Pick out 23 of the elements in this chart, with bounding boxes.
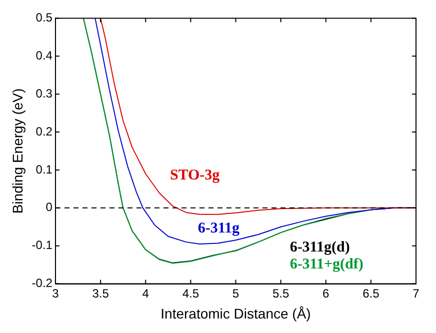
x-tick-label: 4	[142, 286, 150, 300]
x-axis-title: Interatomic Distance (Å)	[160, 305, 311, 322]
x-tick-label: 3.5	[92, 286, 110, 300]
series-label: 6-311+g(df)	[290, 256, 364, 273]
x-tick-label: 5.5	[272, 286, 290, 300]
x-tick-label: 4.5	[182, 286, 200, 300]
series-label: 6-311g(d)	[290, 240, 350, 256]
x-tick-label: 7	[412, 286, 420, 300]
y-tick-label: 0.5	[36, 10, 53, 25]
y-tick-label: 0.4	[36, 48, 53, 62]
x-tick-label: 5	[232, 286, 240, 300]
y-tick-label: 0	[46, 200, 53, 214]
y-tick-label: 0.3	[36, 86, 53, 100]
x-tick-label: 6.5	[362, 286, 380, 300]
series-label: STO-3g	[170, 168, 220, 184]
y-tick-label: 0.1	[36, 162, 53, 176]
y-tick-label: 0.2	[36, 124, 53, 138]
y-tick-label: -0.2	[32, 276, 53, 290]
series-label: 6-311g	[198, 220, 240, 237]
y-tick-label: -0.1	[32, 238, 53, 252]
x-tick-label: 3	[52, 286, 60, 300]
x-tick-label: 6	[322, 286, 330, 300]
y-axis-title: Binding Energy (eV)	[9, 88, 26, 214]
